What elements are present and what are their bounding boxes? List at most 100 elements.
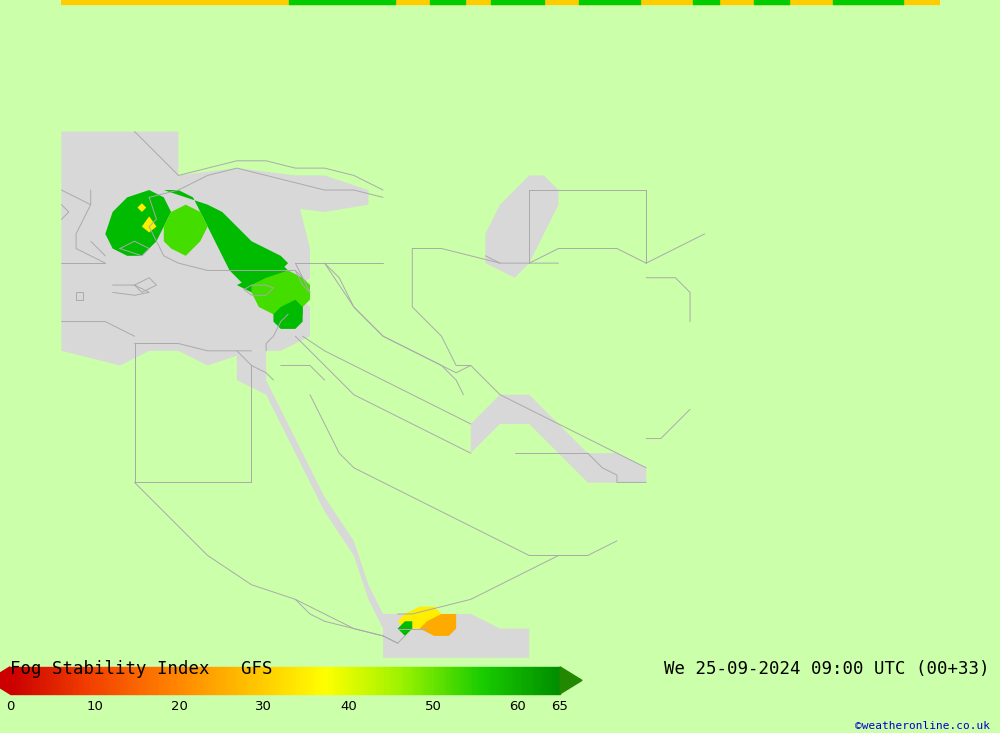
Bar	[109, 667, 112, 694]
Bar	[527, 667, 530, 694]
Text: 0: 0	[6, 700, 14, 713]
Bar	[425, 667, 428, 694]
Bar	[51, 667, 54, 694]
Bar	[145, 667, 148, 694]
Bar	[29, 667, 32, 694]
Bar	[167, 667, 170, 694]
Bar	[24, 667, 26, 694]
Bar	[511, 667, 513, 694]
Bar	[183, 667, 186, 694]
Bar	[442, 667, 445, 694]
Bar	[387, 667, 390, 694]
Polygon shape	[398, 622, 412, 636]
Bar	[134, 667, 136, 694]
Bar	[148, 667, 150, 694]
Polygon shape	[588, 453, 646, 482]
Bar	[142, 667, 145, 694]
Bar	[466, 667, 469, 694]
Bar	[205, 667, 208, 694]
Bar	[101, 667, 104, 694]
Bar	[532, 667, 535, 694]
Bar	[340, 667, 343, 694]
Bar	[296, 667, 299, 694]
Bar	[403, 667, 406, 694]
Bar	[293, 667, 296, 694]
Bar	[219, 667, 222, 694]
Bar	[365, 667, 368, 694]
Bar	[98, 667, 101, 694]
Bar	[76, 667, 79, 694]
Bar	[458, 667, 461, 694]
Bar	[202, 667, 205, 694]
Bar	[544, 667, 546, 694]
Bar	[73, 667, 76, 694]
Bar	[428, 667, 431, 694]
Bar	[420, 667, 422, 694]
Bar	[302, 667, 304, 694]
Polygon shape	[398, 607, 442, 629]
Bar	[436, 667, 439, 694]
Bar	[197, 667, 200, 694]
Polygon shape	[142, 216, 156, 232]
Bar	[516, 667, 519, 694]
Bar	[398, 667, 400, 694]
Bar	[362, 667, 365, 694]
Bar	[21, 667, 24, 694]
Bar	[461, 667, 464, 694]
Bar	[189, 667, 192, 694]
Bar	[214, 667, 216, 694]
Bar	[282, 667, 285, 694]
Bar	[161, 667, 164, 694]
Bar	[18, 667, 21, 694]
Polygon shape	[178, 263, 310, 366]
Bar	[280, 667, 282, 694]
Bar	[87, 667, 90, 694]
Polygon shape	[61, 131, 310, 366]
Polygon shape	[237, 351, 398, 629]
Polygon shape	[137, 203, 146, 212]
Bar	[137, 667, 139, 694]
Bar	[123, 667, 126, 694]
Bar	[486, 667, 488, 694]
Bar	[343, 667, 346, 694]
Bar	[530, 667, 532, 694]
Bar	[376, 667, 379, 694]
Bar	[62, 667, 65, 694]
FancyArrow shape	[560, 667, 582, 694]
Bar	[445, 667, 447, 694]
Bar	[475, 667, 478, 694]
Bar	[128, 667, 131, 694]
Bar	[153, 667, 156, 694]
Bar	[95, 667, 98, 694]
Bar	[381, 667, 384, 694]
Bar	[54, 667, 57, 694]
Bar	[211, 667, 214, 694]
Bar	[233, 667, 236, 694]
Bar	[400, 667, 403, 694]
Bar	[40, 667, 43, 694]
Bar	[104, 667, 106, 694]
Polygon shape	[178, 168, 368, 212]
Bar	[277, 667, 280, 694]
Polygon shape	[149, 190, 288, 285]
Bar	[299, 667, 302, 694]
Bar	[216, 667, 219, 694]
Bar	[192, 667, 194, 694]
Bar	[68, 667, 70, 694]
Bar	[114, 667, 117, 694]
Polygon shape	[273, 300, 303, 329]
Bar	[447, 667, 450, 694]
Bar	[252, 667, 255, 694]
Bar	[139, 667, 142, 694]
Bar	[263, 667, 266, 694]
Bar	[392, 667, 395, 694]
Bar	[156, 667, 159, 694]
Bar	[557, 667, 560, 694]
Bar	[175, 667, 178, 694]
Bar	[112, 667, 114, 694]
Bar	[46, 667, 49, 694]
Bar	[304, 667, 307, 694]
Bar	[453, 667, 456, 694]
Bar	[247, 667, 249, 694]
Bar	[227, 667, 230, 694]
